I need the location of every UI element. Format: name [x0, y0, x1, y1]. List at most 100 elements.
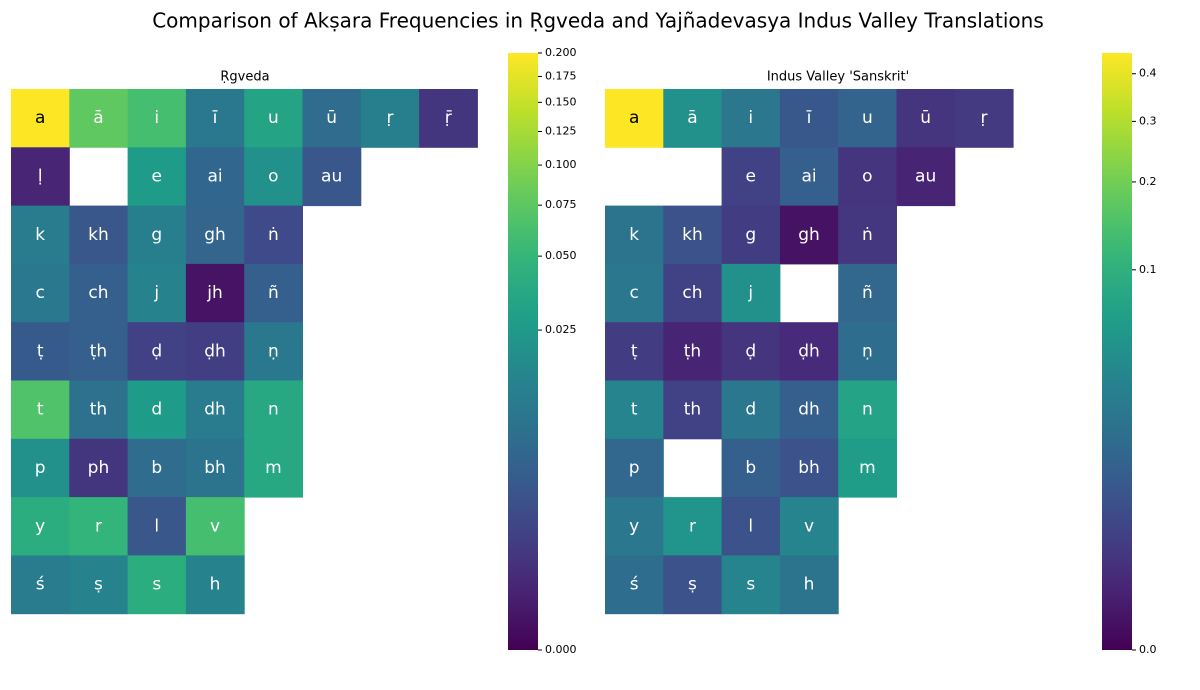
cell-label: bh — [204, 458, 226, 478]
heatmap-cell — [127, 438, 187, 498]
heatmap-cell — [244, 263, 303, 323]
heatmap-cell — [127, 205, 187, 265]
heatmap-cell — [127, 89, 187, 148]
cell-label: c — [35, 283, 44, 303]
heatmap-cell — [127, 263, 187, 323]
cell-label: v — [210, 516, 220, 536]
heatmap-cell — [721, 322, 781, 381]
cell-label: e — [746, 166, 756, 186]
heatmap-cell — [69, 322, 129, 381]
heatmap-cell — [419, 89, 478, 148]
heatmap-cell — [11, 497, 70, 556]
colorbar-tick-label: 0.050 — [545, 249, 577, 262]
cell-label: ṭh — [90, 341, 107, 361]
cell-label: n — [862, 400, 873, 420]
heatmap-cell — [838, 205, 897, 265]
cell-label: k — [35, 225, 45, 245]
heatmap-cell — [302, 147, 362, 207]
heatmap-cell — [127, 147, 187, 207]
cell-label: i — [748, 108, 753, 128]
cell-label: ś — [36, 575, 45, 595]
heatmap-cell — [838, 322, 897, 381]
cell-label: ṭh — [684, 341, 701, 361]
cell-label: au — [321, 166, 342, 186]
cell-label: ñ — [862, 283, 873, 303]
heatmap-cell — [11, 89, 70, 148]
colorbar — [508, 53, 538, 650]
cell-label: j — [747, 283, 753, 303]
cell-label: p — [35, 458, 46, 478]
cell-label: ai — [207, 166, 222, 186]
heatmap-cell — [11, 205, 70, 265]
heatmap-cell — [663, 380, 723, 440]
heatmap-cell — [721, 497, 781, 556]
cell-label: th — [684, 400, 701, 420]
cell-label: ch — [88, 283, 108, 303]
cell-label: ī — [806, 108, 812, 128]
cell-label: ṭ — [631, 341, 638, 361]
cell-label: gh — [204, 225, 226, 245]
heatmap-cell — [663, 497, 723, 556]
colorbar-tick-label: 0.4 — [1139, 67, 1157, 80]
cell-label: th — [90, 400, 107, 420]
cell-label: gh — [798, 225, 820, 245]
cell-label: ḍ — [745, 341, 756, 361]
heatmap-cell — [605, 438, 664, 498]
cell-label: y — [35, 516, 45, 536]
cell-label: ṛ — [386, 108, 393, 128]
heatmap-cell — [185, 89, 245, 148]
colorbar-tick-label: 0.125 — [545, 125, 577, 138]
heatmap-cell — [185, 555, 245, 615]
cell-label: ch — [682, 283, 702, 303]
heatmap-cell — [11, 438, 70, 498]
colorbar-tick-label: 0.200 — [545, 46, 577, 59]
heatmap-cell — [779, 555, 839, 615]
cell-label: ṛ — [980, 108, 987, 128]
heatmap-cell — [605, 89, 664, 148]
cell-label: g — [151, 225, 162, 245]
heatmap-cell — [954, 89, 1014, 148]
heatmap-cell — [185, 380, 245, 440]
heatmap-cell — [663, 205, 723, 265]
cell-label: u — [268, 108, 279, 128]
heatmap-cell — [69, 89, 129, 148]
cell-label: kh — [88, 225, 109, 245]
heatmap-cell — [185, 497, 245, 556]
colorbar-tick-label: 0.1 — [1139, 263, 1157, 276]
heatmap-cell — [244, 380, 303, 440]
heatmap-cell — [69, 438, 129, 498]
heatmap-cell — [838, 147, 897, 207]
heatmap-cell — [605, 205, 664, 265]
heatmap-cell — [721, 380, 781, 440]
cell-label: d — [151, 400, 162, 420]
cell-label: o — [862, 166, 872, 186]
heatmap-cell — [127, 555, 187, 615]
cell-label: s — [152, 575, 161, 595]
cell-label: h — [804, 575, 815, 595]
heatmap-cell — [69, 497, 129, 556]
cell-label: d — [745, 400, 756, 420]
cell-label: jh — [206, 283, 223, 303]
figure-title: Comparison of Akṣara Frequencies in Ṛgve… — [152, 9, 1044, 33]
cell-label: ṣ — [94, 575, 103, 595]
heatmap-cell — [244, 438, 303, 498]
heatmap-cell — [779, 89, 839, 148]
cell-label: c — [629, 283, 638, 303]
cell-label: n — [268, 400, 279, 420]
cell-label: ḍh — [798, 341, 820, 361]
heatmap-cell — [244, 205, 303, 265]
heatmap-cell — [69, 555, 129, 615]
heatmap-cell — [127, 380, 187, 440]
heatmap-cell — [721, 89, 781, 148]
cell-label: au — [915, 166, 936, 186]
cell-label: r — [95, 516, 102, 536]
cell-label: y — [629, 516, 639, 536]
heatmap-cell — [69, 380, 129, 440]
heatmap-cell — [185, 322, 245, 381]
heatmap-cell — [838, 438, 897, 498]
cell-label: v — [804, 516, 814, 536]
cell-label: b — [745, 458, 756, 478]
cell-label: ṣ — [688, 575, 697, 595]
cell-label: m — [859, 458, 876, 478]
cell-label: ḍ — [151, 341, 162, 361]
